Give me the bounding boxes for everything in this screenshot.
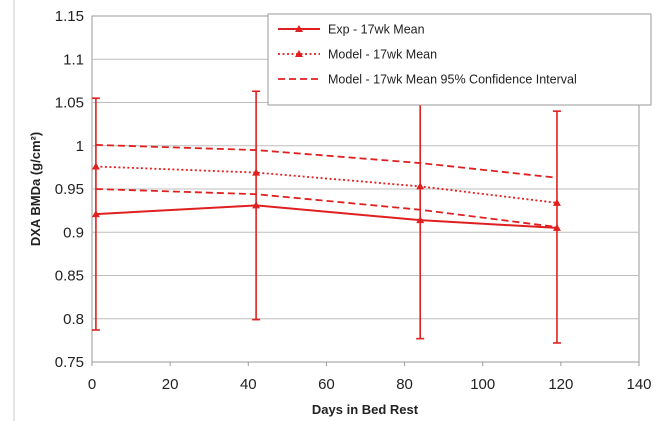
y-axis-title: DXA BMDa (g/cm²)	[28, 132, 43, 246]
series-group	[91, 90, 561, 344]
legend-label: Exp - 17wk Mean	[328, 23, 425, 37]
legend-label: Model - 17wk Mean 95% Confidence Interva…	[328, 73, 577, 87]
x-tick-label: 80	[396, 376, 413, 393]
y-tick-label: 1.1	[63, 51, 84, 68]
series-line	[95, 188, 558, 228]
y-tick-label: 0.8	[63, 311, 84, 328]
legend-label: Model - 17wk Mean	[328, 48, 437, 62]
series-1	[91, 90, 561, 344]
series-line	[95, 143, 558, 179]
x-tick-label: 140	[626, 376, 651, 393]
x-tick-label: 40	[240, 376, 257, 393]
x-tick-label: 60	[318, 376, 335, 393]
y-tick-label: 0.95	[55, 181, 84, 198]
data-point	[416, 182, 425, 190]
x-tick-label: 100	[470, 376, 495, 393]
legend-marker	[295, 50, 303, 57]
x-tick-label: 0	[88, 376, 96, 393]
x-tick-label: 120	[548, 376, 573, 393]
data-point	[416, 216, 425, 224]
y-tick-label: 0.85	[55, 268, 84, 285]
y-tick-label: 1.15	[55, 8, 84, 25]
legend: Exp - 17wk Mean Model - 17wk Mean Model - …	[267, 13, 652, 106]
data-point	[91, 210, 100, 218]
series-3	[95, 143, 558, 179]
data-point	[91, 162, 100, 170]
data-point	[552, 223, 561, 231]
y-tick-label: 0.9	[63, 224, 84, 241]
data-point	[252, 168, 261, 176]
axes: 0.75 0.8 0.85 0.9 0.95 1 1.05 1.1 1.15 0 20 40 60 80 1…	[55, 8, 652, 393]
x-axis-title: Days in Bed Rest	[312, 402, 419, 417]
series-4	[95, 188, 558, 228]
x-tick-label: 20	[162, 376, 179, 393]
legend-marker	[295, 25, 303, 32]
y-tick-label: 1.05	[55, 95, 84, 112]
series-2	[91, 162, 561, 206]
data-point	[252, 201, 261, 209]
series-line	[95, 204, 558, 229]
data-point	[552, 198, 561, 206]
y-tick-label: 0.75	[55, 354, 84, 371]
legend-box	[267, 13, 652, 106]
y-tick-label: 1	[76, 138, 84, 155]
